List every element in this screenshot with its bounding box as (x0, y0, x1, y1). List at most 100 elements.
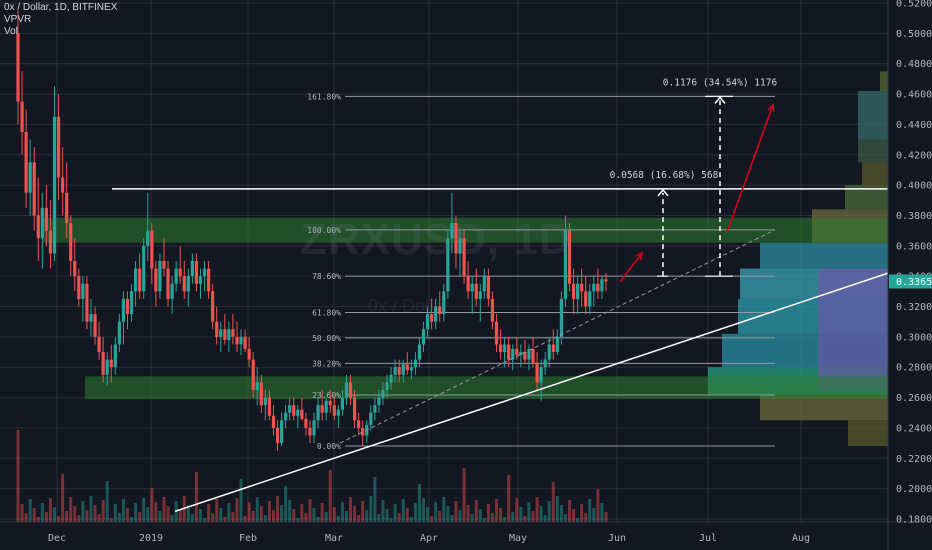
x-axis-tick-label: Mar (325, 533, 343, 544)
volume-profile-bar (862, 162, 888, 186)
volume-bar (422, 498, 426, 522)
trend-lines[interactable] (112, 188, 889, 513)
y-axis-tick-label: 0.4200 (896, 150, 932, 161)
candle-body (539, 367, 543, 383)
volume-bar (207, 504, 211, 522)
indicator-vpvr-label[interactable]: VPVR (4, 14, 32, 25)
volume-bar (490, 513, 494, 522)
volume-bar (592, 508, 596, 522)
candle-body (231, 329, 235, 337)
y-axis-tick-label: 0.2400 (896, 423, 932, 434)
candle-body (474, 283, 478, 299)
candle-body (580, 283, 584, 292)
candle-body (113, 344, 117, 368)
volume-bar (16, 430, 20, 522)
volume-bar (417, 484, 421, 522)
volume-bar (259, 506, 263, 522)
candle-body (271, 415, 276, 428)
volume-bar (539, 506, 543, 522)
volume-bar (20, 504, 24, 522)
candle-body (571, 283, 576, 299)
volume-bar (369, 496, 373, 522)
candle-body (592, 283, 596, 292)
candle-body (182, 276, 186, 292)
candle-body (336, 409, 340, 416)
volume-bar (235, 498, 239, 522)
y-axis-tick-label: 0.2600 (896, 393, 932, 404)
volume-bar (89, 496, 93, 522)
candle-body (296, 409, 300, 416)
candle-body (393, 367, 397, 375)
volume-bar (211, 513, 215, 522)
candle-body (93, 314, 97, 337)
candle-body (138, 268, 142, 292)
volume-bar (511, 512, 515, 522)
y-axis-tick-label: 0.3600 (896, 241, 932, 252)
candle-body (567, 230, 572, 284)
candlesticks (16, 10, 608, 451)
volume-bar (65, 511, 69, 522)
volume-bar (413, 503, 417, 522)
measurement-tools[interactable]: 0.0568 (16.68%) 568 0.1176 (34.54%) 1176 (610, 77, 778, 283)
fibonacci-retracement[interactable]: 161.80% 100.00% 78.60% 61.80% 50.00% 38.20% 23… (307, 92, 775, 451)
x-axis-tick-label: Dec (48, 533, 66, 544)
volume-bar (288, 500, 292, 522)
volume-bar (105, 481, 109, 522)
volume-bar (584, 513, 588, 522)
volume-bar (117, 513, 121, 522)
volume-bar (142, 498, 146, 522)
fib-level-label: 78.60% (312, 272, 341, 281)
indicator-volume-label[interactable]: Vol (4, 26, 18, 37)
volume-bar (430, 516, 434, 522)
candle-body (247, 349, 251, 360)
volume-bar (125, 508, 129, 522)
volume-bar (316, 517, 320, 522)
volume-bar (158, 511, 162, 522)
x-axis-tick-label: Apr (420, 533, 438, 544)
candle-body (450, 223, 454, 239)
volume-bar (466, 505, 470, 522)
x-axis-tick-label: Feb (239, 533, 257, 544)
candle-body (409, 367, 413, 371)
candle-body (462, 238, 466, 277)
candle-body (206, 268, 211, 292)
candle-body (239, 336, 243, 345)
fib-level-label: 23.60% (312, 391, 341, 400)
candle-body (154, 268, 158, 292)
candle-body (559, 298, 563, 337)
candle-body (142, 245, 146, 292)
volume-bar (24, 513, 28, 522)
candle-body (267, 397, 272, 416)
volume-bar (332, 507, 336, 522)
volume-bar (166, 506, 170, 522)
volume-bar (600, 503, 604, 522)
y-axis-tick-label: 0.3800 (896, 211, 932, 222)
candle-body (421, 329, 426, 345)
symbol-title[interactable]: 0x / Dollar, 1D, BITFINEX (4, 2, 118, 13)
candle-body (584, 291, 588, 307)
volume-bar (85, 510, 89, 522)
x-axis-panel (0, 522, 932, 550)
x-axis-tick-label: 2019 (139, 533, 163, 544)
volume-bar (28, 499, 32, 522)
candle-body (40, 207, 44, 239)
candle-body (352, 397, 357, 421)
candle-body (470, 283, 474, 292)
volume-bar (194, 472, 198, 522)
candle-body (385, 382, 389, 390)
measure-label: 0.1176 (34.54%) 1176 (663, 77, 778, 88)
candle-body (442, 291, 446, 315)
candle-body (340, 397, 345, 410)
volume-bar (470, 514, 474, 522)
volume-bar (280, 505, 284, 522)
volume-bar (454, 501, 458, 522)
volume-profile (708, 71, 888, 447)
candle-body (397, 367, 401, 375)
volume-profile-bar (880, 71, 888, 92)
volume-bar (93, 505, 97, 522)
volume-bar (101, 500, 105, 522)
candle-body (44, 207, 48, 231)
candle-body (498, 344, 503, 353)
